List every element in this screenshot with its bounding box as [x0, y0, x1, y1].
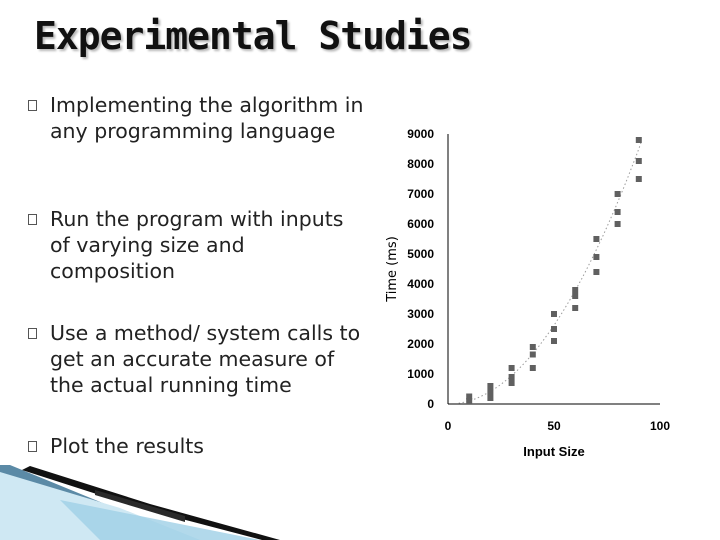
y-tick-label: 5000: [407, 247, 434, 261]
data-point: [487, 395, 494, 401]
bullet-checkbox-icon: [28, 100, 37, 111]
x-tick-label: 50: [547, 419, 561, 433]
data-point: [551, 311, 557, 317]
bullet-text: Use a method/ system calls to get an acc…: [50, 321, 361, 397]
bullet-checkbox-icon: [28, 441, 37, 452]
trend-line: [458, 142, 642, 404]
y-tick-label: 1000: [407, 367, 434, 381]
data-point: [529, 344, 536, 350]
data-point: [466, 398, 473, 404]
bullet-checkbox-icon: [28, 328, 37, 339]
data-points: [466, 137, 642, 404]
data-point: [614, 209, 621, 215]
data-point: [593, 254, 600, 260]
y-tick-label: 0: [427, 397, 434, 411]
x-axis-ticks: 0 50 100: [445, 419, 671, 433]
data-point: [551, 338, 557, 344]
x-tick-label: 0: [445, 419, 452, 433]
data-point: [508, 374, 515, 380]
bullet-item: Implementing the algorithm in any progra…: [28, 92, 368, 144]
data-point: [572, 287, 579, 293]
data-point: [635, 137, 642, 143]
data-point: [466, 393, 473, 400]
data-point: [508, 365, 515, 371]
data-point: [572, 305, 579, 311]
x-axis-label: Input Size: [523, 444, 584, 459]
data-point: [614, 191, 621, 197]
y-tick-label: 3000: [407, 307, 434, 321]
y-tick-label: 4000: [407, 277, 434, 291]
running-time-chart: 0 1000 2000 3000 4000 5000 6000 7000 8000 9000 0 5…: [385, 127, 671, 459]
bullet-text: Implementing the algorithm in any progra…: [50, 93, 364, 143]
decorative-corner-swoosh: [0, 465, 280, 540]
data-point: [508, 380, 515, 386]
y-tick-label: 7000: [407, 187, 434, 201]
y-axis-ticks: 0 1000 2000 3000 4000 5000 6000 7000 8000 9000: [407, 127, 434, 411]
data-point: [635, 158, 642, 164]
data-point: [529, 365, 536, 371]
bullet-checkbox-icon: [28, 214, 37, 225]
x-tick-label: 100: [650, 419, 670, 433]
data-point: [593, 269, 600, 275]
data-point: [487, 389, 494, 395]
y-tick-label: 9000: [407, 127, 434, 141]
bullet-item: Use a method/ system calls to get an acc…: [28, 320, 368, 398]
data-point: [551, 326, 557, 332]
bullet-text: Plot the results: [50, 434, 204, 458]
data-point: [635, 176, 642, 182]
y-axis-label: Time (ms): [385, 236, 400, 303]
data-point: [593, 236, 600, 242]
y-tick-label: 8000: [407, 157, 434, 171]
y-tick-label: 2000: [407, 337, 434, 351]
y-tick-label: 6000: [407, 217, 434, 231]
data-point: [572, 293, 579, 299]
slide-title: Experimental Studies: [34, 14, 473, 58]
bullet-item: Plot the results: [28, 433, 204, 459]
data-point: [529, 351, 536, 358]
bullet-text: Run the program with inputs of varying s…: [50, 207, 344, 283]
data-point: [614, 221, 621, 227]
data-point: [487, 383, 494, 389]
bullet-item: Run the program with inputs of varying s…: [28, 206, 368, 284]
